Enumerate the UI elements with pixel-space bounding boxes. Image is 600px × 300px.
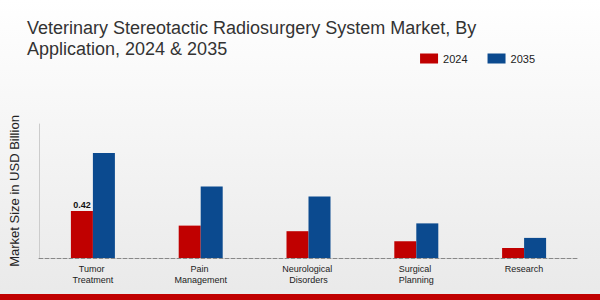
svg-text:Research: Research (505, 264, 544, 274)
svg-text:Disorders: Disorders (289, 275, 328, 285)
svg-text:Treatment: Treatment (73, 275, 114, 285)
svg-text:Market Size in USD Billion: Market Size in USD Billion (7, 115, 22, 267)
svg-text:Tumor: Tumor (79, 264, 107, 274)
svg-text:Planning: Planning (399, 275, 434, 285)
svg-text:Pain: Pain (190, 264, 211, 274)
svg-text:Neurological: Neurological (282, 264, 335, 274)
svg-text:Surgical: Surgical (399, 264, 434, 274)
svg-text:Management: Management (174, 275, 227, 285)
svg-text:0.42: 0.42 (73, 200, 91, 210)
svg-text:Veterinary Stereotactic Radios: Veterinary Stereotactic Radiosurgery Sys… (27, 18, 481, 38)
svg-text:2035: 2035 (511, 53, 535, 65)
svg-text:Application, 2024 & 2035: Application, 2024 & 2035 (27, 39, 227, 59)
svg-text:2024: 2024 (443, 53, 467, 65)
